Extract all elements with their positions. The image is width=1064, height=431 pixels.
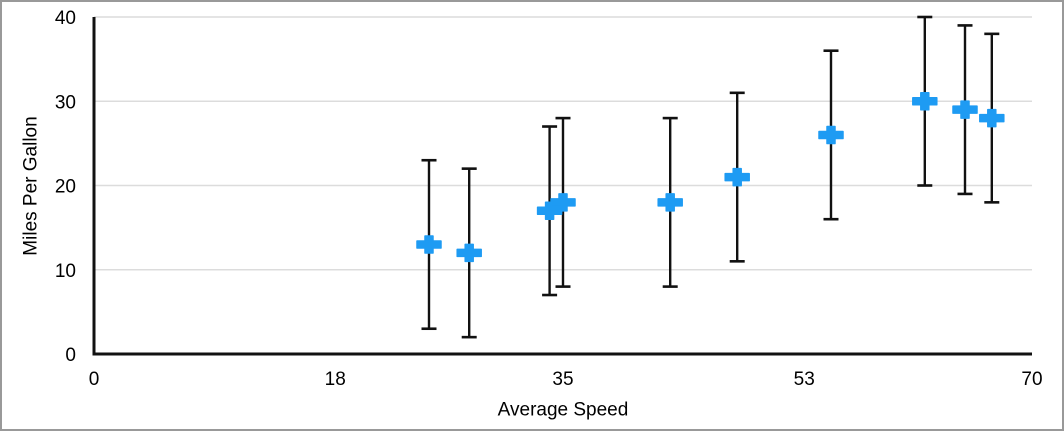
x-tick-label: 53 [794, 369, 815, 390]
data-point-marker [818, 125, 844, 145]
data-point-marker [912, 92, 938, 111]
data-point-marker [952, 100, 978, 119]
data-point-marker [724, 167, 750, 187]
y-axis-title: Miles Per Gallon [20, 116, 42, 256]
x-tick-label: 18 [325, 369, 346, 390]
y-tick-label: 30 [55, 92, 76, 113]
data-point-marker [416, 235, 442, 254]
x-tick-label: 70 [1021, 369, 1042, 390]
y-tick-label: 20 [55, 177, 76, 198]
x-tick-label: 0 [89, 369, 100, 390]
x-axis-title: Average Speed [497, 399, 629, 421]
y-tick-label: 40 [55, 8, 76, 29]
data-point-marker [536, 201, 563, 221]
y-tick-label: 10 [55, 261, 76, 282]
data-point-marker [657, 193, 683, 212]
data-point-marker [979, 108, 1005, 128]
x-tick-label: 35 [552, 369, 573, 390]
data-point-marker [550, 193, 576, 212]
y-tick-label: 0 [65, 345, 76, 366]
data-point-marker [456, 243, 482, 263]
